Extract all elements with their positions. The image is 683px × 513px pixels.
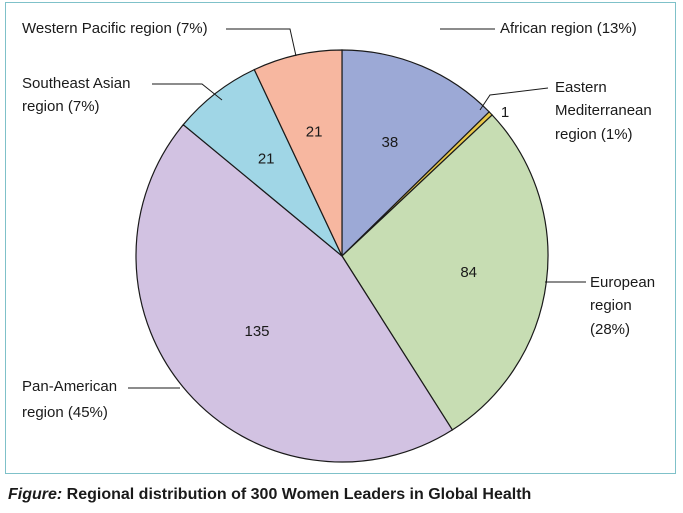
slice-label-african-region: African region (13%) [500,20,637,37]
caption-text: Regional distribution of 300 Women Leade… [66,486,532,503]
slice-value-european-region: 84 [460,264,477,281]
slice-value-labels: 38 1 84 135 21 21 [244,104,509,340]
slice-label-eastern-mediterranean-region: Eastern Mediterranean region (1%) [555,79,652,143]
pie-slices [135,49,549,463]
slice-value-western-pacific-region: 21 [306,123,323,140]
slice-category-labels: African region (13%) Eastern Mediterranean… [22,20,655,421]
slice-value-eastern-mediterranean-region: 1 [501,104,509,121]
slice-value-african-region: 38 [382,134,399,151]
slice-label-western-pacific-region: Western Pacific region (7%) [22,20,208,37]
slice-value-pan-american-region: 135 [244,323,269,340]
leader-lines [128,28,586,389]
pie-chart: 38 1 84 135 21 21 African region (13%) Eastern… [22,20,655,463]
leader-line-western-pacific-region [226,28,297,57]
leader-line-eastern-mediterranean-region [479,87,549,111]
slice-label-southeast-asian-region: Southeast Asian region (7%) [22,75,130,115]
pie-slice-african-region [341,49,491,258]
pie-slice-pan-american-region [135,123,454,463]
figure-caption: Figure: Regional distribution of 300 Wom… [8,486,531,504]
caption-prefix: Figure: [8,486,63,503]
slice-label-european-region: European region (28%) [590,274,655,338]
slice-label-pan-american-region: Pan-American region (45%) [22,378,117,421]
pie-slice-western-pacific-region [253,49,343,257]
slice-value-southeast-asian-region: 21 [258,150,275,167]
leader-line-southeast-asian-region [152,83,223,101]
